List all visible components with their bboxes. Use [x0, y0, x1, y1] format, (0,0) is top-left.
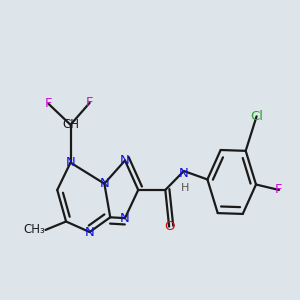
Text: N: N	[66, 156, 75, 169]
Text: N: N	[120, 212, 130, 225]
Text: N: N	[85, 226, 94, 238]
Text: O: O	[164, 220, 174, 233]
Text: H: H	[181, 183, 190, 193]
Text: Cl: Cl	[250, 110, 263, 123]
Text: F: F	[45, 97, 52, 110]
Text: N: N	[179, 167, 189, 180]
Text: CH₃: CH₃	[24, 224, 46, 236]
Text: F: F	[275, 184, 283, 196]
Text: N: N	[100, 177, 109, 190]
Text: CH: CH	[62, 118, 79, 131]
Text: N: N	[120, 154, 130, 167]
Text: F: F	[86, 96, 93, 110]
